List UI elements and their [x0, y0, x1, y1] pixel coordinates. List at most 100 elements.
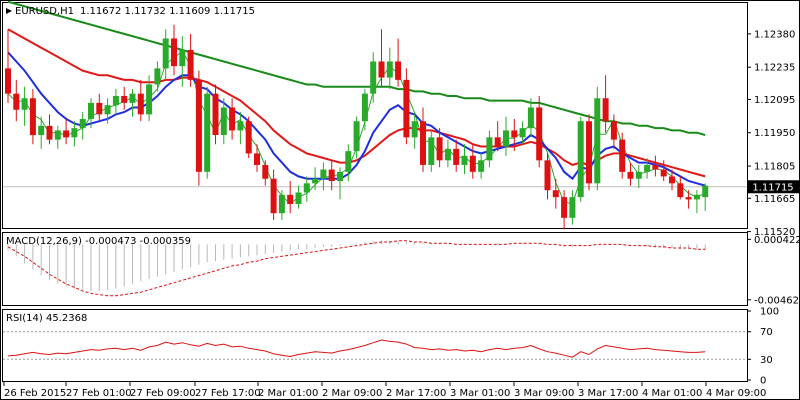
candle-body-bullish	[411, 121, 418, 138]
rsi-line	[7, 339, 706, 358]
candle-body-bullish	[71, 128, 78, 138]
candle-body-bearish	[436, 137, 443, 161]
candle-body-bearish	[586, 121, 592, 184]
candle-body-bullish	[312, 178, 319, 184]
time-axis-label: 2 Mar 01:00	[258, 388, 318, 399]
candle-body-bearish	[29, 98, 36, 136]
candle-body-bearish	[685, 197, 692, 200]
rsi-axis-label: 100	[760, 307, 779, 318]
time-axis-label: 27 Feb 01:00	[66, 388, 132, 399]
candle-body-bullish	[21, 98, 28, 110]
rsi-axis-label: 0	[760, 376, 766, 387]
candle-body-bearish	[229, 107, 236, 131]
candle-body-bearish	[652, 164, 659, 170]
candle-body-bearish	[544, 160, 551, 191]
candle-body-bullish	[220, 107, 227, 136]
macd-pane-label: MACD(12,26,9) -0.000473 -0.000359	[6, 236, 191, 247]
price-pane-label-symbol: EURUSD,H1	[15, 6, 74, 17]
candle-body-bearish	[669, 176, 675, 184]
price-axis-label: 1.12380	[754, 29, 795, 40]
candle-body-bearish	[63, 130, 70, 138]
rsi-axis-label: 70	[760, 327, 773, 338]
price-axis-label: 1.11520	[754, 227, 795, 238]
candle-body-bullish	[204, 93, 211, 172]
candle-body-bullish	[353, 121, 360, 152]
candle-body-bearish	[511, 130, 518, 138]
rsi-axis-label: 30	[760, 355, 773, 366]
candle-body-bearish	[287, 194, 294, 205]
candle-body-bearish	[171, 38, 177, 67]
candle-body-bearish	[46, 125, 53, 140]
time-axis-label: 2 Mar 17:00	[386, 388, 446, 399]
time-axis-label: 4 Mar 01:00	[642, 388, 702, 399]
macd-pane-frame	[2, 232, 748, 306]
candle-body-bullish	[237, 121, 244, 131]
candle-body-bullish	[154, 68, 161, 85]
candle-body-bullish	[693, 194, 700, 200]
candle-body-bearish	[137, 93, 144, 115]
time-axis-label: 2 Mar 09:00	[322, 388, 382, 399]
rsi-pane-label: RSI(14) 45.2368	[6, 313, 87, 324]
candle-body-bearish	[619, 139, 626, 172]
candle-body-bullish	[527, 107, 534, 129]
candle-body-bullish	[146, 84, 153, 115]
candle-body-bearish	[561, 197, 568, 218]
time-axis-label: 27 Feb 09:00	[130, 388, 196, 399]
candle-body-bearish	[552, 190, 559, 198]
macd-axis-label: -0.004629	[754, 295, 800, 306]
price-axis-label: 1.11805	[754, 162, 795, 173]
candle-body-bullish	[478, 160, 485, 172]
candle-body-bearish	[245, 121, 252, 154]
candle-body-bearish	[403, 79, 410, 138]
candle-body-bullish	[635, 171, 642, 179]
candle-body-bullish	[594, 98, 601, 184]
candle-body-bearish	[13, 93, 20, 110]
price-axis-label: 1.11950	[754, 128, 795, 139]
current-price-label: 1.11715	[752, 182, 793, 193]
price-axis-label: 1.12095	[754, 95, 795, 106]
rsi-pane-frame	[2, 309, 748, 382]
candle-body-bearish	[121, 95, 128, 103]
macd-signal-line	[7, 240, 706, 297]
candle-body-bullish	[162, 38, 169, 69]
candle-body-bullish	[303, 183, 310, 193]
candle-body-bullish	[519, 128, 526, 138]
candle-body-bearish	[395, 61, 402, 80]
price-axis-label: 1.12235	[754, 63, 795, 74]
time-axis-label: 3 Mar 17:00	[578, 388, 638, 399]
ma-slow-line	[7, 0, 706, 136]
candle-body-bearish	[270, 178, 277, 214]
candle-body-bullish	[370, 61, 377, 94]
macd-axis-label: 0.000422	[754, 235, 800, 246]
candle-body-bearish	[453, 148, 460, 165]
candle-body-bullish	[179, 49, 186, 67]
current-price-tag: 1.11715	[748, 180, 800, 194]
candle-body-bullish	[702, 185, 709, 198]
candle-body-bearish	[5, 68, 11, 94]
candle-body-bullish	[337, 171, 343, 182]
candle-body-bullish	[486, 137, 493, 161]
candle-body-bullish	[54, 130, 61, 140]
time-axis-label: 26 Feb 2015	[4, 388, 66, 399]
candle-body-bearish	[254, 153, 260, 165]
candle-body-bearish	[195, 79, 202, 172]
candle-body-bearish	[469, 155, 476, 172]
time-axis-label: 3 Mar 09:00	[514, 388, 574, 399]
candle-body-bullish	[503, 130, 509, 147]
candle-body-bullish	[79, 118, 86, 129]
candle-body-bearish	[96, 102, 103, 115]
candle-body-bullish	[386, 61, 393, 78]
candle-body-bullish	[112, 95, 119, 106]
candle-body-bullish	[569, 197, 576, 218]
candle-body-bearish	[187, 49, 194, 80]
candle-body-bullish	[428, 137, 435, 165]
candle-body-bullish	[88, 102, 94, 119]
candle-body-bullish	[278, 194, 285, 214]
candle-body-bullish	[38, 125, 45, 136]
price-pane-frame	[2, 2, 748, 229]
symbol-marker-icon	[6, 8, 12, 14]
time-axis-label: 3 Mar 01:00	[450, 388, 510, 399]
candle-body-bearish	[262, 164, 269, 179]
time-axis-label: 27 Feb 17:00	[195, 388, 261, 399]
